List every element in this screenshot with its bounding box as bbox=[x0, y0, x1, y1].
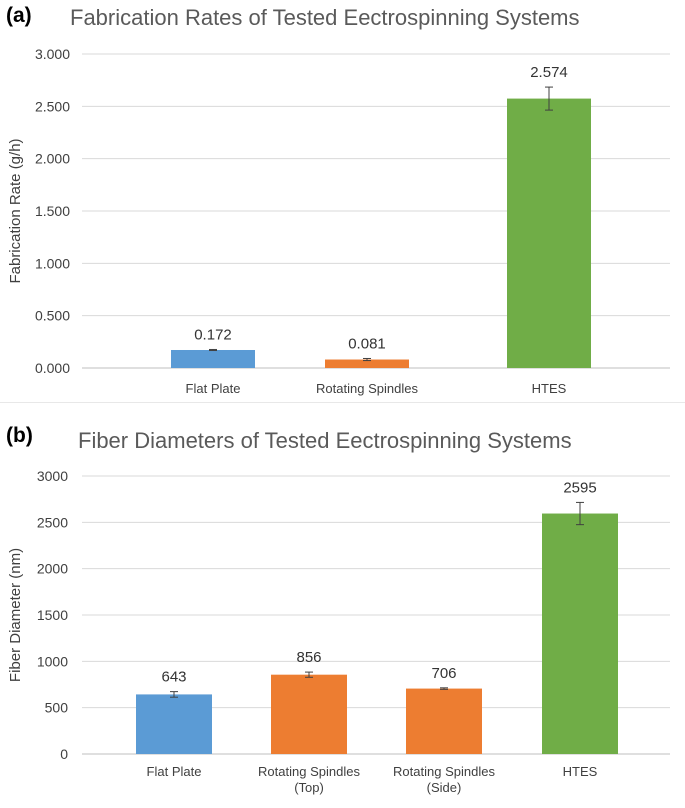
panel-label-b: (b) bbox=[6, 424, 33, 447]
y-tick-label: 1.500 bbox=[35, 203, 70, 219]
panel-divider bbox=[0, 402, 685, 403]
y-tick-label: 2500 bbox=[37, 514, 68, 530]
bar bbox=[325, 359, 409, 368]
data-label: 0.081 bbox=[348, 335, 386, 352]
x-category-label: Rotating Spindles bbox=[258, 764, 360, 779]
data-label: 2595 bbox=[563, 479, 596, 496]
bar bbox=[136, 694, 212, 754]
x-category-label: (Top) bbox=[294, 780, 324, 795]
y-tick-label: 1500 bbox=[37, 607, 68, 623]
bar bbox=[171, 349, 255, 368]
y-tick-label: 500 bbox=[45, 700, 69, 716]
x-category-label: HTES bbox=[532, 381, 567, 396]
chart-b-svg: 0 500 1000 1500 2000 2500 3000 Fiber Diameter (… bbox=[7, 468, 670, 795]
data-label: 2.574 bbox=[530, 64, 568, 81]
panel-label-a: (a) bbox=[6, 4, 32, 27]
data-label: 643 bbox=[161, 669, 186, 686]
chart-panel-b: (b) Fiber Diameters of Tested Eectrospin… bbox=[0, 412, 685, 808]
bar bbox=[271, 674, 347, 754]
y-axis-title: Fiber Diameter (nm) bbox=[7, 548, 24, 682]
x-category-label: Flat Plate bbox=[186, 381, 241, 396]
data-label: 706 bbox=[431, 665, 456, 682]
x-category-label: HTES bbox=[563, 764, 598, 779]
bar bbox=[406, 688, 482, 754]
x-category-label: (Side) bbox=[427, 780, 462, 795]
bar bbox=[542, 513, 618, 754]
y-tick-label: 1000 bbox=[37, 653, 68, 669]
y-tick-label: 3.000 bbox=[35, 46, 70, 62]
y-tick-label: 1.000 bbox=[35, 255, 70, 271]
y-tick-label: 2.500 bbox=[35, 98, 70, 114]
y-tick-label: 2.000 bbox=[35, 151, 70, 167]
x-category-label: Rotating Spindles bbox=[393, 764, 495, 779]
x-category-label: Flat Plate bbox=[147, 764, 202, 779]
chart-title-b: Fiber Diameters of Tested Eectrospinning… bbox=[78, 428, 572, 453]
y-tick-label: 0.500 bbox=[35, 308, 70, 324]
chart-panel-a: (a) Fabrication Rates of Tested Eectrosp… bbox=[0, 0, 685, 400]
chart-a-svg: 0.000 0.500 1.000 1.500 2.000 2.500 3.000 Fabri… bbox=[7, 46, 670, 396]
data-label: 856 bbox=[296, 649, 321, 666]
x-category-label: Rotating Spindles bbox=[316, 381, 418, 396]
data-label: 0.172 bbox=[194, 326, 232, 343]
bar bbox=[507, 98, 591, 368]
y-tick-label: 3000 bbox=[37, 468, 68, 484]
y-tick-label: 0 bbox=[60, 746, 68, 762]
y-tick-label: 0.000 bbox=[35, 360, 70, 376]
chart-title-a: Fabrication Rates of Tested Eectrospinni… bbox=[70, 5, 580, 30]
y-axis-title: Fabrication Rate (g/h) bbox=[7, 138, 24, 283]
y-tick-label: 2000 bbox=[37, 561, 68, 577]
